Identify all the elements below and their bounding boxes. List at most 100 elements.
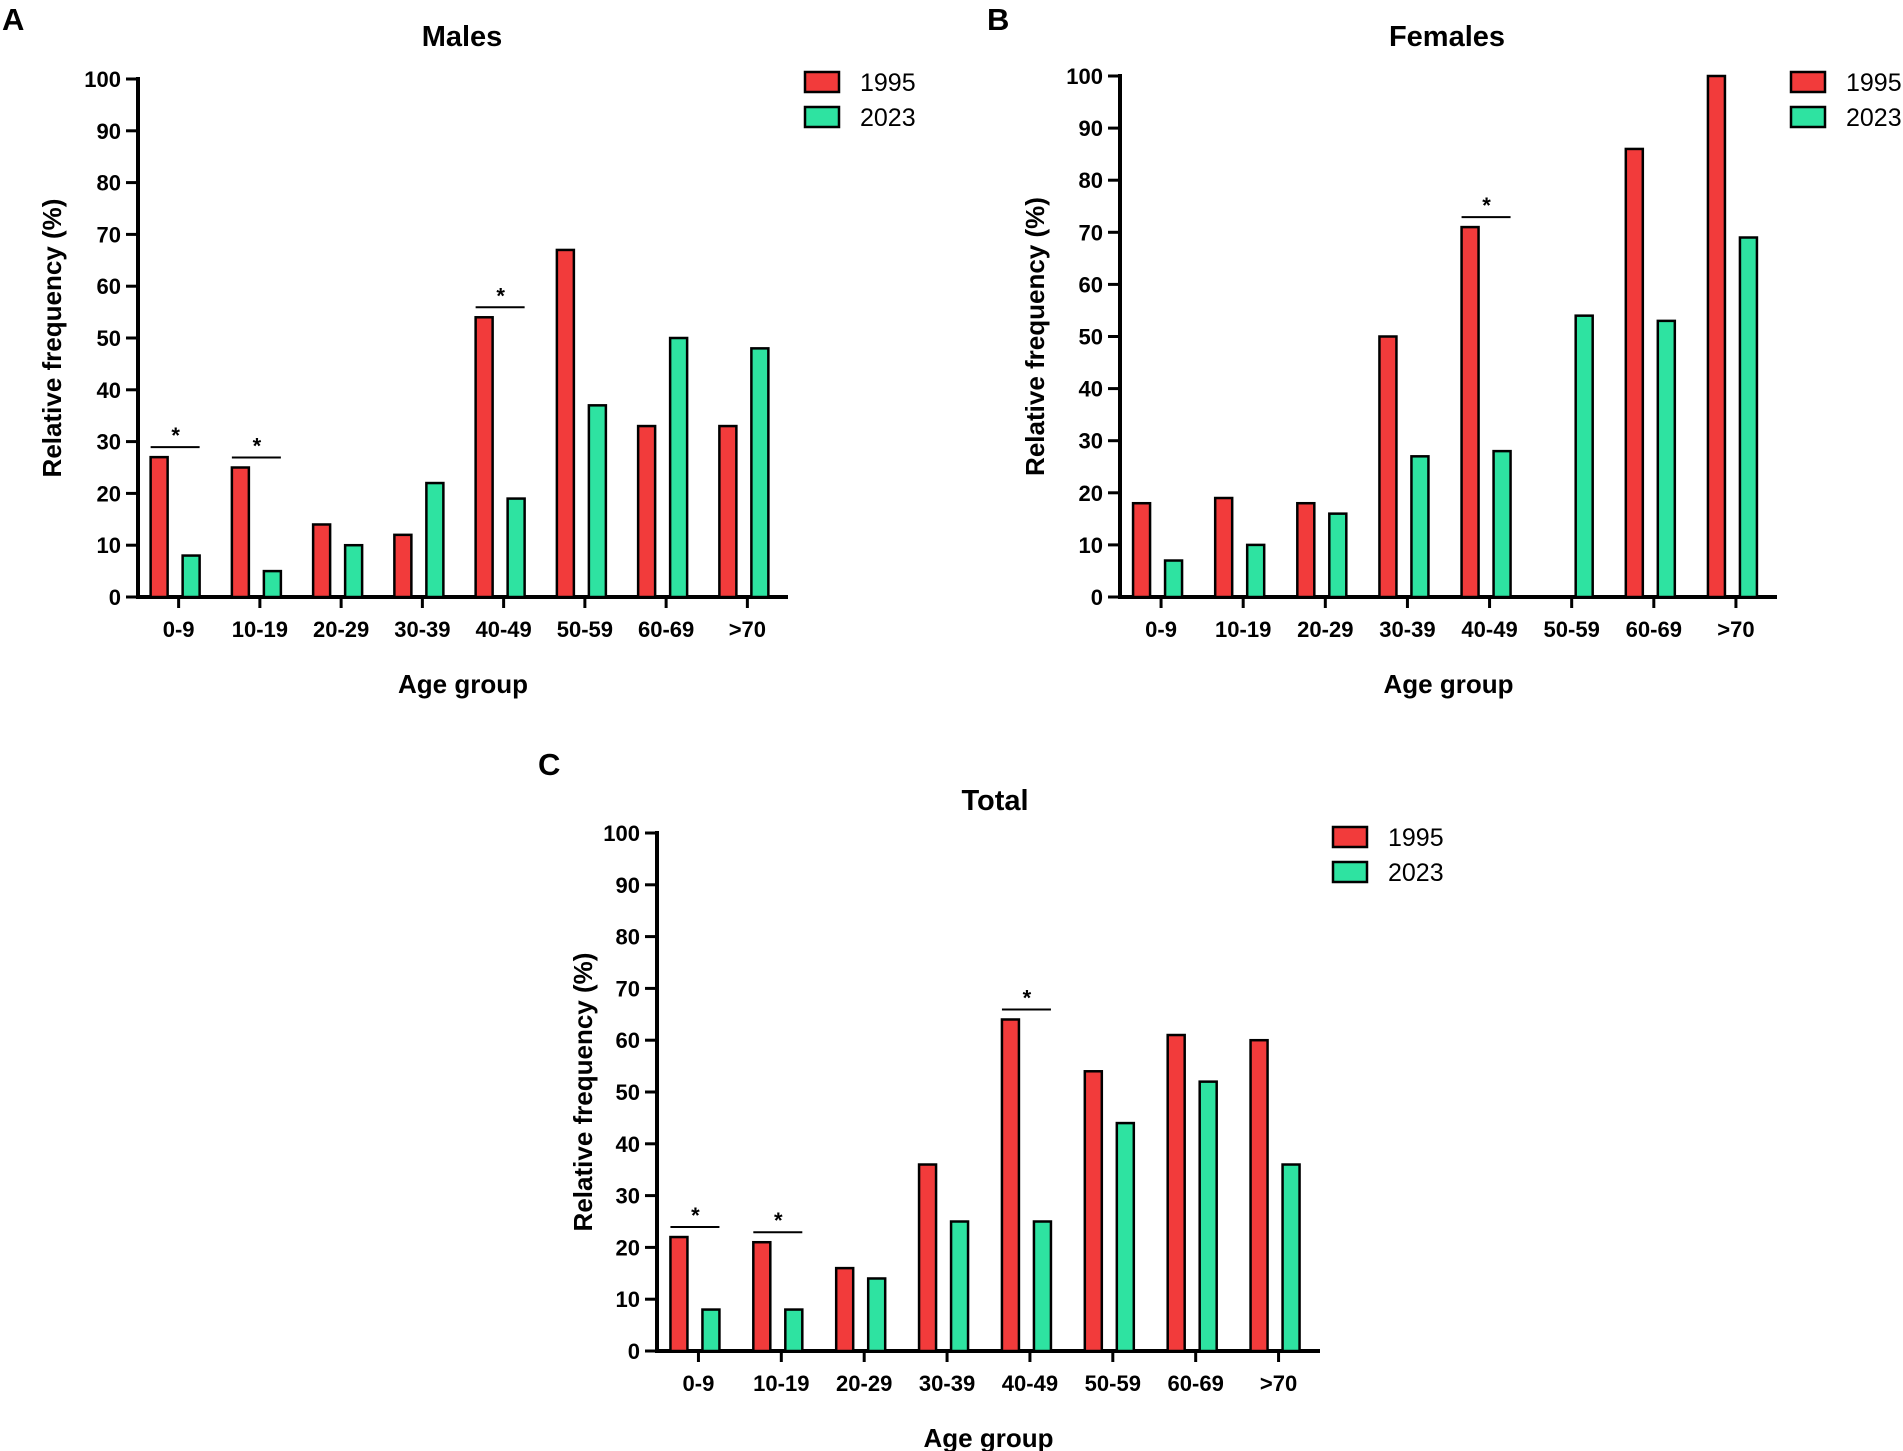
panel-b-x-tick-label: 20-29 <box>1297 617 1353 642</box>
panel-b-bar-2023-50-59 <box>1574 314 1594 599</box>
panel-b-bar-2023-gt70 <box>1738 236 1759 599</box>
panel-a-bar-1995-60-69 <box>636 424 657 599</box>
panel-b-bar-2023-60-69 <box>1656 319 1677 599</box>
panel-c-bar-1995-20-29 <box>834 1266 855 1353</box>
panel-a-y-tick-label: 100 <box>84 67 121 92</box>
panel-c-bar-2023-10-19 <box>784 1308 804 1353</box>
panel-b-x-tick-label: 60-69 <box>1626 617 1682 642</box>
panel-c-legend-swatch-1995 <box>1331 825 1369 849</box>
panel-c-x-tick-label: 10-19 <box>753 1371 809 1396</box>
panel-a-bar-2023-50-59 <box>587 404 608 599</box>
panel-b-y-tick-label: 20 <box>1079 481 1103 506</box>
panel-b-y-tick-label: 40 <box>1079 377 1103 402</box>
panel-a-bar-1995-30-39 <box>393 533 413 599</box>
panel-c-x-tick-label: 20-29 <box>836 1371 892 1396</box>
panel-a-y-tick-label: 20 <box>97 481 121 506</box>
panel-b-x-tick-label: 0-9 <box>1145 617 1177 642</box>
panel-c-x-tick-label: 0-9 <box>683 1371 715 1396</box>
panel-b-x-tick-label: 50-59 <box>1544 617 1600 642</box>
panel-b-bar-1995-40-49 <box>1460 225 1480 599</box>
panel-b-legend-label-2023: 2023 <box>1846 104 1902 132</box>
panel-c-y-tick-label: 30 <box>616 1184 640 1209</box>
panel-a-x-tick-label: >70 <box>729 617 766 642</box>
panel-c-legend-swatch-2023 <box>1331 860 1369 884</box>
panel-b-bar-2023-0-9 <box>1163 559 1184 599</box>
panel-a-bar-1995-20-29 <box>311 523 332 599</box>
panel-a-significance-star: * <box>171 423 180 448</box>
panel-c-y-tick-label: 0 <box>628 1339 640 1364</box>
panel-b-y-tick-label: 30 <box>1079 429 1103 454</box>
panel-c-bar-2023-50-59 <box>1115 1121 1136 1353</box>
panel-b-bar-1995-10-19 <box>1213 496 1234 599</box>
panel-a-bar-1995-10-19 <box>230 466 251 599</box>
panel-a-bar-2023-60-69 <box>668 336 689 599</box>
panel-c-x-tick-label: >70 <box>1260 1371 1297 1396</box>
panel-c-bar-1995-60-69 <box>1166 1033 1186 1353</box>
panel-a-x-tick-label: 20-29 <box>313 617 369 642</box>
panel-c-bar-1995-10-19 <box>752 1240 772 1353</box>
panel-a-y-tick-label: 0 <box>109 585 121 610</box>
panel-b-y-tick-label: 0 <box>1091 585 1103 610</box>
panel-a-y-tick-label: 90 <box>97 119 121 144</box>
panel-c-bar-2023-0-9 <box>701 1308 721 1353</box>
panel-c-y-tick-label: 60 <box>616 1028 640 1053</box>
panel-a-x-tick-label: 0-9 <box>163 617 195 642</box>
panel-a-y-tick-label: 40 <box>97 378 121 403</box>
panel-a-y-tick-label: 80 <box>97 171 121 196</box>
panel-c-significance-star: * <box>1023 985 1032 1010</box>
panel-b-bar-1995-30-39 <box>1378 335 1398 599</box>
panel-a-letter: A <box>2 2 24 37</box>
panel-b-y-tick-label: 10 <box>1079 533 1103 558</box>
panel-a-bar-1995-50-59 <box>555 248 576 599</box>
panel-b-significance-star: * <box>1482 193 1491 218</box>
panel-c-bar-2023-gt70 <box>1281 1163 1301 1353</box>
panel-b-x-tick-label: 30-39 <box>1379 617 1435 642</box>
panel-a-bar-2023-0-9 <box>181 554 201 599</box>
panel-b-bar-1995-20-29 <box>1296 501 1316 599</box>
panel-c-bar-2023-20-29 <box>866 1277 887 1353</box>
panel-c-y-axis-title: Relative frequency (%) <box>568 953 598 1232</box>
panel-c-x-tick-label: 50-59 <box>1085 1371 1141 1396</box>
panel-a-x-tick-label: 30-39 <box>394 617 450 642</box>
panel-c-legend-label-1995: 1995 <box>1388 824 1444 852</box>
panel-a-y-tick-label: 50 <box>97 326 121 351</box>
panel-c-bar-1995-0-9 <box>669 1235 689 1353</box>
panel-a-x-tick-label: 10-19 <box>232 617 288 642</box>
panel-a-x-tick-label: 40-49 <box>475 617 531 642</box>
chart-panel-a: A Males 0 10 20 30 40 50 60 70 80 90 100 0-9 10-19 20-2… <box>2 2 916 699</box>
panel-a-x-tick-label: 50-59 <box>557 617 613 642</box>
panel-c-letter: C <box>538 747 560 782</box>
panel-b-legend-label-1995: 1995 <box>1846 69 1902 97</box>
panel-b-bar-2023-30-39 <box>1410 455 1430 599</box>
panel-a-bar-2023-20-29 <box>343 543 364 599</box>
panel-b-title: Females <box>1389 21 1505 53</box>
panel-a-bar-2023-gt70 <box>750 347 770 599</box>
panel-c-title: Total <box>961 785 1028 817</box>
panel-a-bar-1995-gt70 <box>718 424 738 599</box>
panel-b-bar-1995-gt70 <box>1706 74 1727 599</box>
panel-a-bar-1995-0-9 <box>149 455 169 599</box>
panel-b-letter: B <box>987 2 1009 37</box>
panel-c-x-tick-label: 60-69 <box>1168 1371 1224 1396</box>
panel-a-significance-star: * <box>253 434 262 459</box>
panel-a-y-tick-label: 30 <box>97 430 121 455</box>
panel-b-bar-2023-10-19 <box>1245 543 1266 599</box>
panel-a-bar-2023-30-39 <box>425 481 445 599</box>
panel-c-bar-1995-gt70 <box>1249 1038 1269 1353</box>
panel-c-bar-2023-30-39 <box>949 1220 970 1353</box>
panel-c-significance-star: * <box>691 1203 700 1228</box>
panel-b-bar-2023-40-49 <box>1492 449 1512 599</box>
panel-b-legend-swatch-2023 <box>1789 105 1827 129</box>
panel-c-y-tick-label: 100 <box>603 821 640 846</box>
panel-c-y-tick-label: 20 <box>616 1235 640 1260</box>
panel-c-bar-1995-50-59 <box>1083 1070 1104 1353</box>
panel-c-legend-label-2023: 2023 <box>1388 859 1444 887</box>
panel-b-y-axis-title: Relative frequency (%) <box>1020 197 1050 476</box>
panel-b-y-tick-label: 100 <box>1066 64 1103 89</box>
panel-a-y-tick-label: 70 <box>97 222 121 247</box>
chart-panel-c: C Total 0 10 20 30 40 50 60 70 80 90 100 0-9 10-19 20-2… <box>538 747 1444 1451</box>
panel-b-x-tick-label: 40-49 <box>1461 617 1517 642</box>
panel-c-bar-1995-30-39 <box>917 1163 938 1353</box>
panel-c-x-axis-title: Age group <box>924 1423 1054 1451</box>
